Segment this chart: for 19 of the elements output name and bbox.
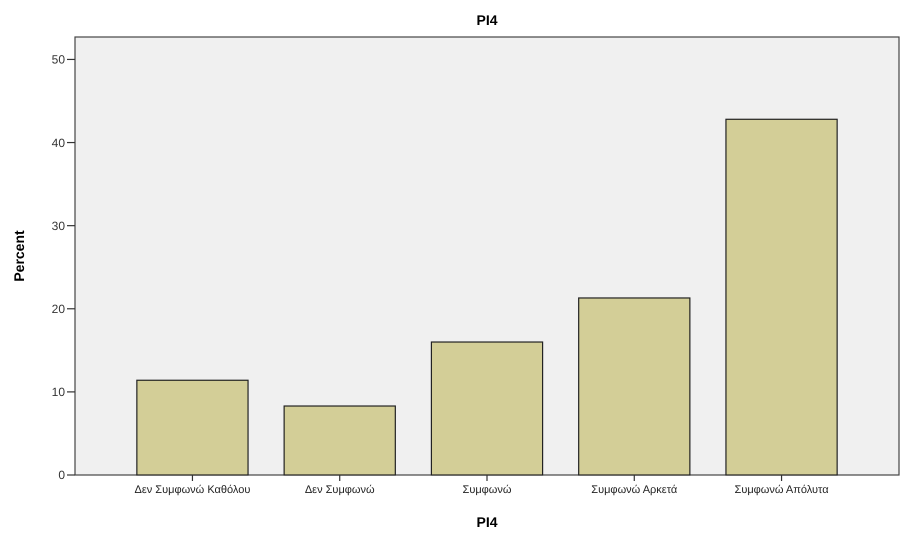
- y-tick-label: 10: [52, 385, 66, 400]
- bar: [136, 380, 249, 476]
- chart-title: PI4: [476, 12, 498, 28]
- x-tick-label: Συμφωνώ Αρκετά: [591, 484, 678, 496]
- x-tick-label: Δεν Συμφωνώ Καθόλου: [134, 484, 250, 496]
- bar: [578, 297, 690, 476]
- x-axis-title: PI4: [476, 514, 498, 530]
- x-tick-label: Συμφωνώ: [462, 484, 512, 496]
- x-tick-label: Συμφωνώ Απόλυτα: [734, 484, 830, 496]
- y-tick-label: 40: [52, 136, 66, 150]
- y-tick-label: 50: [52, 52, 66, 67]
- x-tick-label: Δεν Συμφωνώ: [304, 484, 376, 496]
- bar: [725, 118, 838, 476]
- y-tick-label: 20: [52, 302, 66, 316]
- y-tick-label: 0: [58, 468, 66, 482]
- y-axis-title: Percent: [11, 230, 27, 282]
- y-tick-label: 30: [52, 218, 66, 233]
- bar: [430, 341, 544, 476]
- bar: [284, 405, 396, 476]
